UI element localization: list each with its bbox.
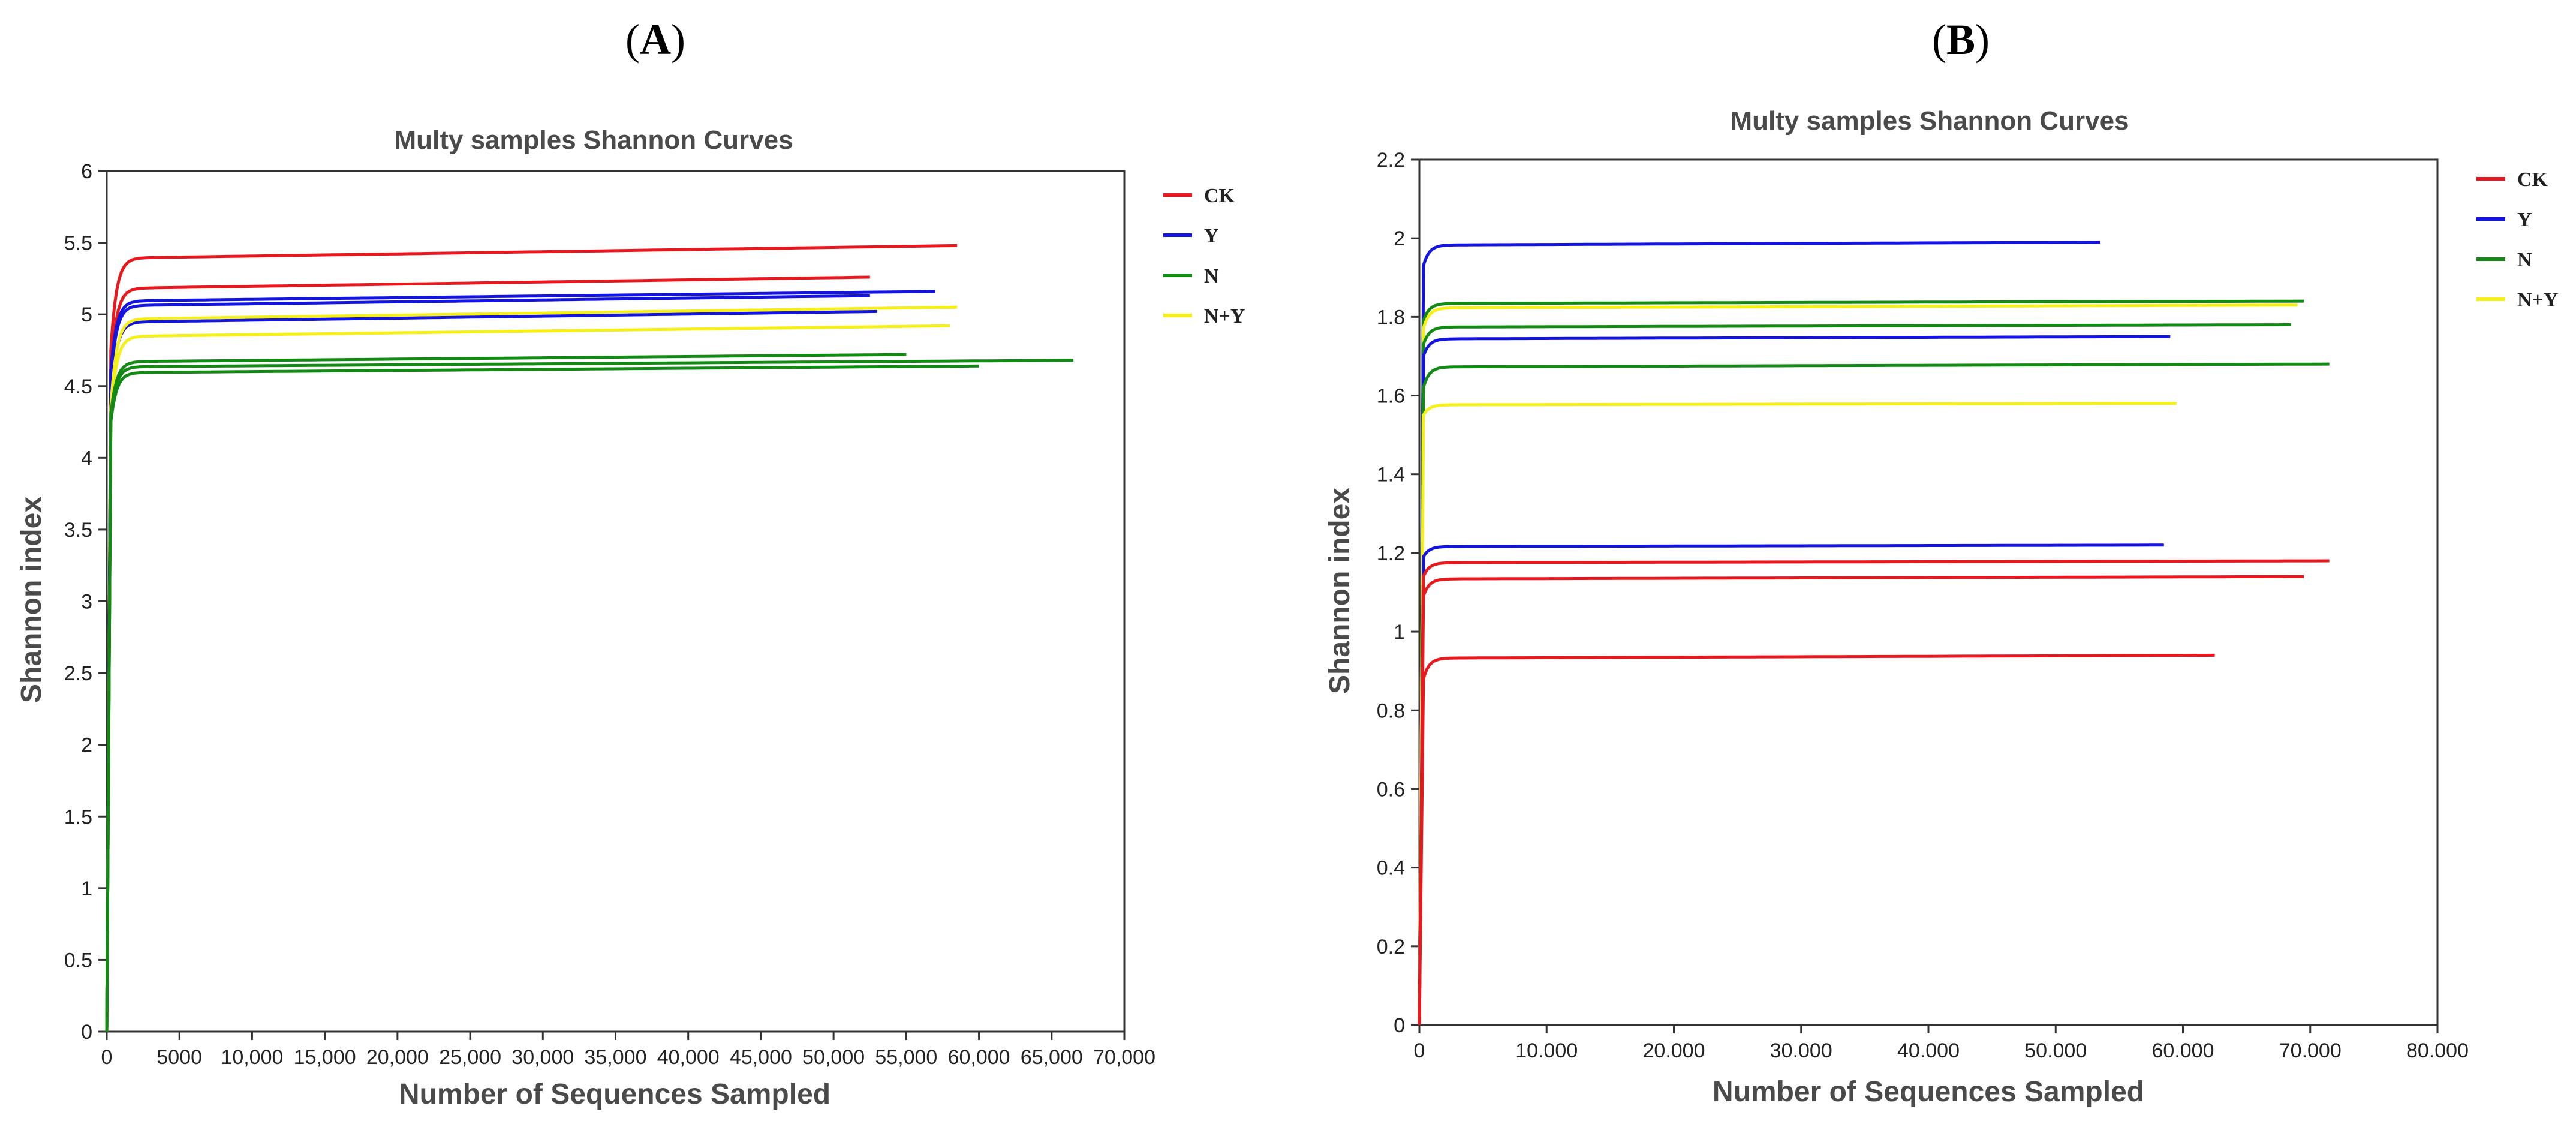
- x-tick-label: 45,000: [730, 1046, 792, 1069]
- series-line-n: [105, 364, 979, 1032]
- series-line-y: [105, 290, 935, 1032]
- y-tick-label: 0.4: [1377, 857, 1405, 880]
- panel-a-title: Multy samples Shannon Curves: [394, 125, 793, 155]
- y-tick-label: 1: [1394, 621, 1405, 644]
- series-line-ck: [1418, 575, 2304, 1026]
- y-tick-label: 1.6: [1377, 385, 1405, 408]
- series-line-ck: [105, 244, 958, 1032]
- y-tick-label: 6: [81, 160, 92, 183]
- series-line-y: [105, 309, 877, 1032]
- legend-label: N+Y: [2517, 289, 2558, 311]
- panel-b-legend: CK YN N+Y: [2476, 169, 2558, 311]
- series-line-nplusy: [1418, 303, 2298, 1026]
- y-tick-label: 3: [81, 591, 92, 614]
- panel-a-x-axis-label: Number of Sequences Sampled: [399, 1078, 830, 1110]
- x-tick-label: 30,000: [511, 1046, 574, 1069]
- y-tick-label: 2.2: [1377, 149, 1405, 172]
- x-tick-label: 15,000: [294, 1046, 356, 1069]
- panel-a: (A) Multy samples Shannon Curves 0 5000 10…: [16, 16, 1245, 1110]
- x-tick-label: 0: [101, 1046, 113, 1069]
- series-line-n: [1418, 323, 2291, 1026]
- x-tick-label: 50,000: [802, 1046, 865, 1069]
- x-tick-label: 40.000: [1897, 1039, 1960, 1062]
- legend-label: N+Y: [1204, 305, 1245, 327]
- y-tick-label: 0: [81, 1021, 92, 1044]
- series-line-y: [1418, 241, 2100, 1026]
- y-tick-label: 0: [1394, 1014, 1405, 1037]
- x-tick-label: 10,000: [221, 1046, 283, 1069]
- x-tick-label: 60.000: [2152, 1039, 2214, 1062]
- series-line-ck: [1418, 559, 2330, 1026]
- series-line-n: [105, 359, 1074, 1032]
- y-tick-label: 2.5: [64, 662, 92, 685]
- legend-label: CK: [2517, 169, 2548, 191]
- x-tick-label: 10.000: [1515, 1039, 1578, 1062]
- panel-b-series: [1418, 241, 2330, 1026]
- legend-label: Y: [2517, 209, 2532, 231]
- x-tick-label: 55,000: [875, 1046, 937, 1069]
- y-tick-label: 0.5: [64, 949, 92, 972]
- series-line-ck: [105, 275, 870, 1032]
- y-tick-label: 0.2: [1377, 936, 1405, 958]
- legend-label: CK: [1204, 185, 1235, 207]
- x-tick-label: 30.000: [1770, 1039, 1832, 1062]
- x-tick-label: 65,000: [1021, 1046, 1083, 1069]
- y-tick-label: 1.4: [1377, 464, 1405, 486]
- legend-label: N: [1204, 265, 1219, 287]
- y-tick-label: 1.2: [1377, 542, 1405, 565]
- x-tick-label: 0: [1414, 1039, 1425, 1062]
- x-tick-label: 40,000: [657, 1046, 720, 1069]
- panel-a-y-axis-label: Shannon index: [16, 497, 47, 703]
- x-tick-label: 5000: [157, 1046, 202, 1069]
- panel-a-series: [105, 244, 1074, 1032]
- panel-b-y-axis-label: Shannon index: [1324, 488, 1356, 694]
- panel-b-x-axis-ticks: 0 10.000 20.000 30.000 40.000 50.000 60.000 70.…: [1414, 1025, 2469, 1062]
- series-line-n: [1418, 362, 2330, 1026]
- y-tick-label: 5.5: [64, 232, 92, 255]
- y-tick-label: 2: [1394, 227, 1405, 250]
- x-tick-label: 35,000: [585, 1046, 647, 1069]
- panel-a-legend: CK YN N+Y: [1163, 185, 1245, 327]
- x-tick-label: 50.000: [2024, 1039, 2087, 1062]
- x-tick-label: 20.000: [1643, 1039, 1705, 1062]
- y-tick-label: 2: [81, 734, 92, 757]
- y-tick-label: 4: [81, 447, 92, 470]
- legend-label: Y: [1204, 225, 1219, 247]
- x-tick-label: 60,000: [948, 1046, 1010, 1069]
- legend-label: N: [2517, 249, 2532, 271]
- y-tick-label: 1.5: [64, 806, 92, 828]
- x-tick-label: 70,000: [1093, 1046, 1155, 1069]
- panel-b-title: Multy samples Shannon Curves: [1730, 106, 2129, 136]
- series-line-y: [105, 294, 870, 1032]
- series-line-nplusy: [105, 305, 958, 1032]
- y-tick-label: 1: [81, 877, 92, 900]
- series-line-y: [1418, 543, 2164, 1026]
- y-tick-label: 3.5: [64, 519, 92, 542]
- x-tick-label: 70.000: [2279, 1039, 2342, 1062]
- x-tick-label: 20,000: [366, 1046, 429, 1069]
- series-line-ck: [1418, 653, 2215, 1026]
- x-tick-label: 25,000: [439, 1046, 501, 1069]
- panel-a-y-axis-ticks: 0 0.5 1 1.5 2 2.5 3 3.5 4 4.5 5 5.5 6: [64, 160, 107, 1044]
- panel-b-x-axis-label: Number of Sequences Sampled: [1713, 1076, 2144, 1108]
- panel-a-label: (A): [625, 16, 685, 64]
- series-line-y: [1418, 335, 2171, 1026]
- panel-b-y-axis-ticks: 0 0.2 0.4 0.6 0.8 1 1.2 1.4 1.6 1.8 2 2.2: [1377, 149, 1419, 1037]
- panel-b: (B) Multy samples Shannon Curves 0 10.000…: [1324, 16, 2558, 1108]
- y-tick-label: 1.8: [1377, 306, 1405, 329]
- panel-a-x-axis-ticks: 0 5000 10,000 15,000 20,000 25,000 30,000 35,00…: [101, 1032, 1155, 1069]
- series-line-nplusy: [105, 324, 950, 1032]
- y-tick-label: 5: [81, 303, 92, 326]
- y-tick-label: 0.8: [1377, 699, 1405, 722]
- y-tick-label: 4.5: [64, 375, 92, 398]
- series-line-n: [105, 353, 907, 1032]
- series-line-nplusy: [1418, 402, 2177, 1026]
- panel-b-label: (B): [1932, 16, 1990, 64]
- x-tick-label: 80.000: [2406, 1039, 2469, 1062]
- series-line-n: [1418, 299, 2304, 1026]
- y-tick-label: 0.6: [1377, 778, 1405, 801]
